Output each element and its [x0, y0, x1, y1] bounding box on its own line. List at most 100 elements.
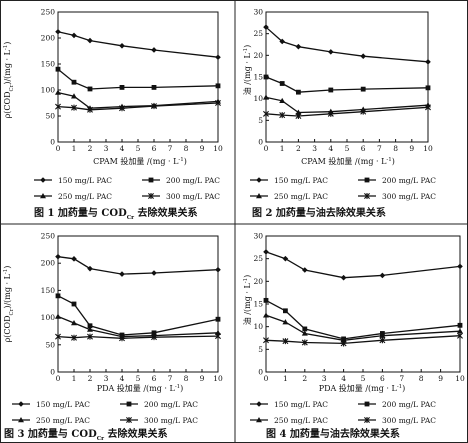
legend-label: 200 mg/L PAC [166, 176, 220, 185]
series-line [265, 96, 429, 114]
data-point [71, 93, 77, 99]
legend-item: 250 mg/L PAC [250, 416, 328, 425]
data-point [215, 83, 221, 89]
x-tick-label: 9 [438, 374, 443, 383]
data-point [55, 28, 61, 35]
x-tick-label: 4 [120, 144, 125, 153]
legend-marker [364, 177, 370, 183]
data-point [151, 270, 157, 276]
data-point [87, 265, 93, 272]
x-tick-label: 7 [168, 144, 173, 153]
legend-label: 300 mg/L PAC [382, 416, 436, 425]
y-axis-label-part: ) [3, 42, 12, 45]
x-tick-label: 0 [56, 144, 61, 153]
x-axis-label: CPAM 投加量 /(mg · L-1) [301, 156, 395, 166]
y-tick-label: 150 [41, 286, 56, 295]
series-2 [55, 66, 221, 92]
legend-label: 200 mg/L PAC [382, 400, 436, 409]
series-line [265, 26, 429, 63]
series-1 [55, 28, 221, 61]
data-point [379, 337, 386, 344]
y-axis-label: ρ(CODCr)/(mg · L-1) [3, 266, 15, 343]
figure-caption: 图 4 加药量与油去除效果关系 [266, 427, 400, 440]
legend-label: 300 mg/L PAC [166, 192, 220, 201]
legend-item: 300 mg/L PAC [358, 416, 436, 425]
x-axis-label-part: ) [180, 384, 183, 393]
x-tick-label: 5 [136, 144, 141, 153]
legend-item: 200 mg/L PAC [358, 400, 436, 409]
x-tick-label: 1 [72, 144, 77, 153]
y-tick-label: 10 [253, 94, 263, 103]
legend-item: 250 mg/L PAC [12, 416, 90, 425]
y-tick-label: 0 [50, 368, 55, 377]
figure-caption: 图 3 加药量与 CODCr 去除效果关系 [4, 427, 168, 442]
data-point [151, 47, 157, 53]
data-point [457, 263, 463, 270]
series-4 [263, 104, 431, 119]
data-point [263, 249, 269, 255]
data-point [279, 112, 286, 119]
x-tick-label: 3 [312, 144, 317, 153]
data-point [119, 271, 125, 277]
series-2 [263, 74, 431, 95]
x-axis-label-part: CPAM 投加量 /(mg · L [93, 156, 179, 166]
y-axis-label-part: )/(mg · L [3, 273, 12, 308]
legend-marker [40, 193, 46, 199]
data-point [279, 81, 285, 86]
data-point [119, 43, 125, 49]
x-tick-label: 1 [280, 144, 285, 153]
legend-item: 150 mg/L PAC [12, 400, 90, 409]
x-tick-label: 1 [72, 374, 77, 383]
x-tick-label: 3 [322, 374, 327, 383]
data-point [151, 334, 157, 341]
x-tick-label: 2 [88, 374, 93, 383]
series-line [265, 106, 429, 117]
x-tick-label: 5 [136, 374, 141, 383]
legend-item: 150 mg/L PAC [34, 176, 112, 185]
data-point [457, 322, 463, 328]
x-tick-label: 3 [104, 374, 109, 383]
legend-label: 300 mg/L PAC [144, 416, 198, 425]
series-line [57, 68, 219, 90]
legend-marker [256, 177, 262, 183]
x-tick-label: 4 [341, 374, 346, 383]
y-tick-label: 200 [41, 259, 56, 268]
plot-frame [265, 235, 461, 373]
data-point [301, 339, 308, 346]
series-1 [263, 249, 463, 281]
data-point [87, 106, 93, 113]
x-axis-label-part: CPAM 投加量 /(mg · L [301, 156, 387, 166]
data-point [295, 109, 302, 115]
data-point [360, 53, 366, 59]
data-point [360, 108, 367, 115]
x-axis-label-part: PDA 投加量 /(mg · L [319, 383, 398, 393]
data-point [119, 335, 125, 342]
y-tick-label: 50 [45, 340, 55, 349]
series-4 [263, 332, 463, 347]
data-point [263, 312, 269, 318]
data-point [302, 267, 308, 273]
y-axis-label-part: Cr [9, 84, 15, 91]
series-4 [55, 333, 221, 342]
legend: 150 mg/L PAC 200 mg/L PAC 250 mg/L PAC 300 … [250, 176, 436, 201]
data-point [71, 104, 77, 111]
series-line [57, 102, 219, 111]
y-axis-label: 油 /(mg · L-1) [242, 275, 252, 326]
y-axis-label-part: ) [243, 275, 252, 278]
y-tick-label: 50 [45, 112, 55, 121]
legend-marker [18, 417, 24, 423]
data-point [55, 66, 61, 72]
data-point [71, 79, 77, 85]
x-tick-label: 10 [455, 374, 465, 383]
y-axis-label-part: 油 /(mg · L [242, 283, 252, 326]
y-tick-label: 250 [41, 232, 56, 241]
x-tick-label: 2 [302, 374, 307, 383]
data-point [263, 24, 269, 30]
data-point [215, 100, 221, 106]
y-tick-label: 0 [258, 138, 263, 147]
series-1 [263, 24, 431, 65]
series-4 [55, 100, 221, 113]
y-tick-label: 5 [258, 116, 263, 125]
